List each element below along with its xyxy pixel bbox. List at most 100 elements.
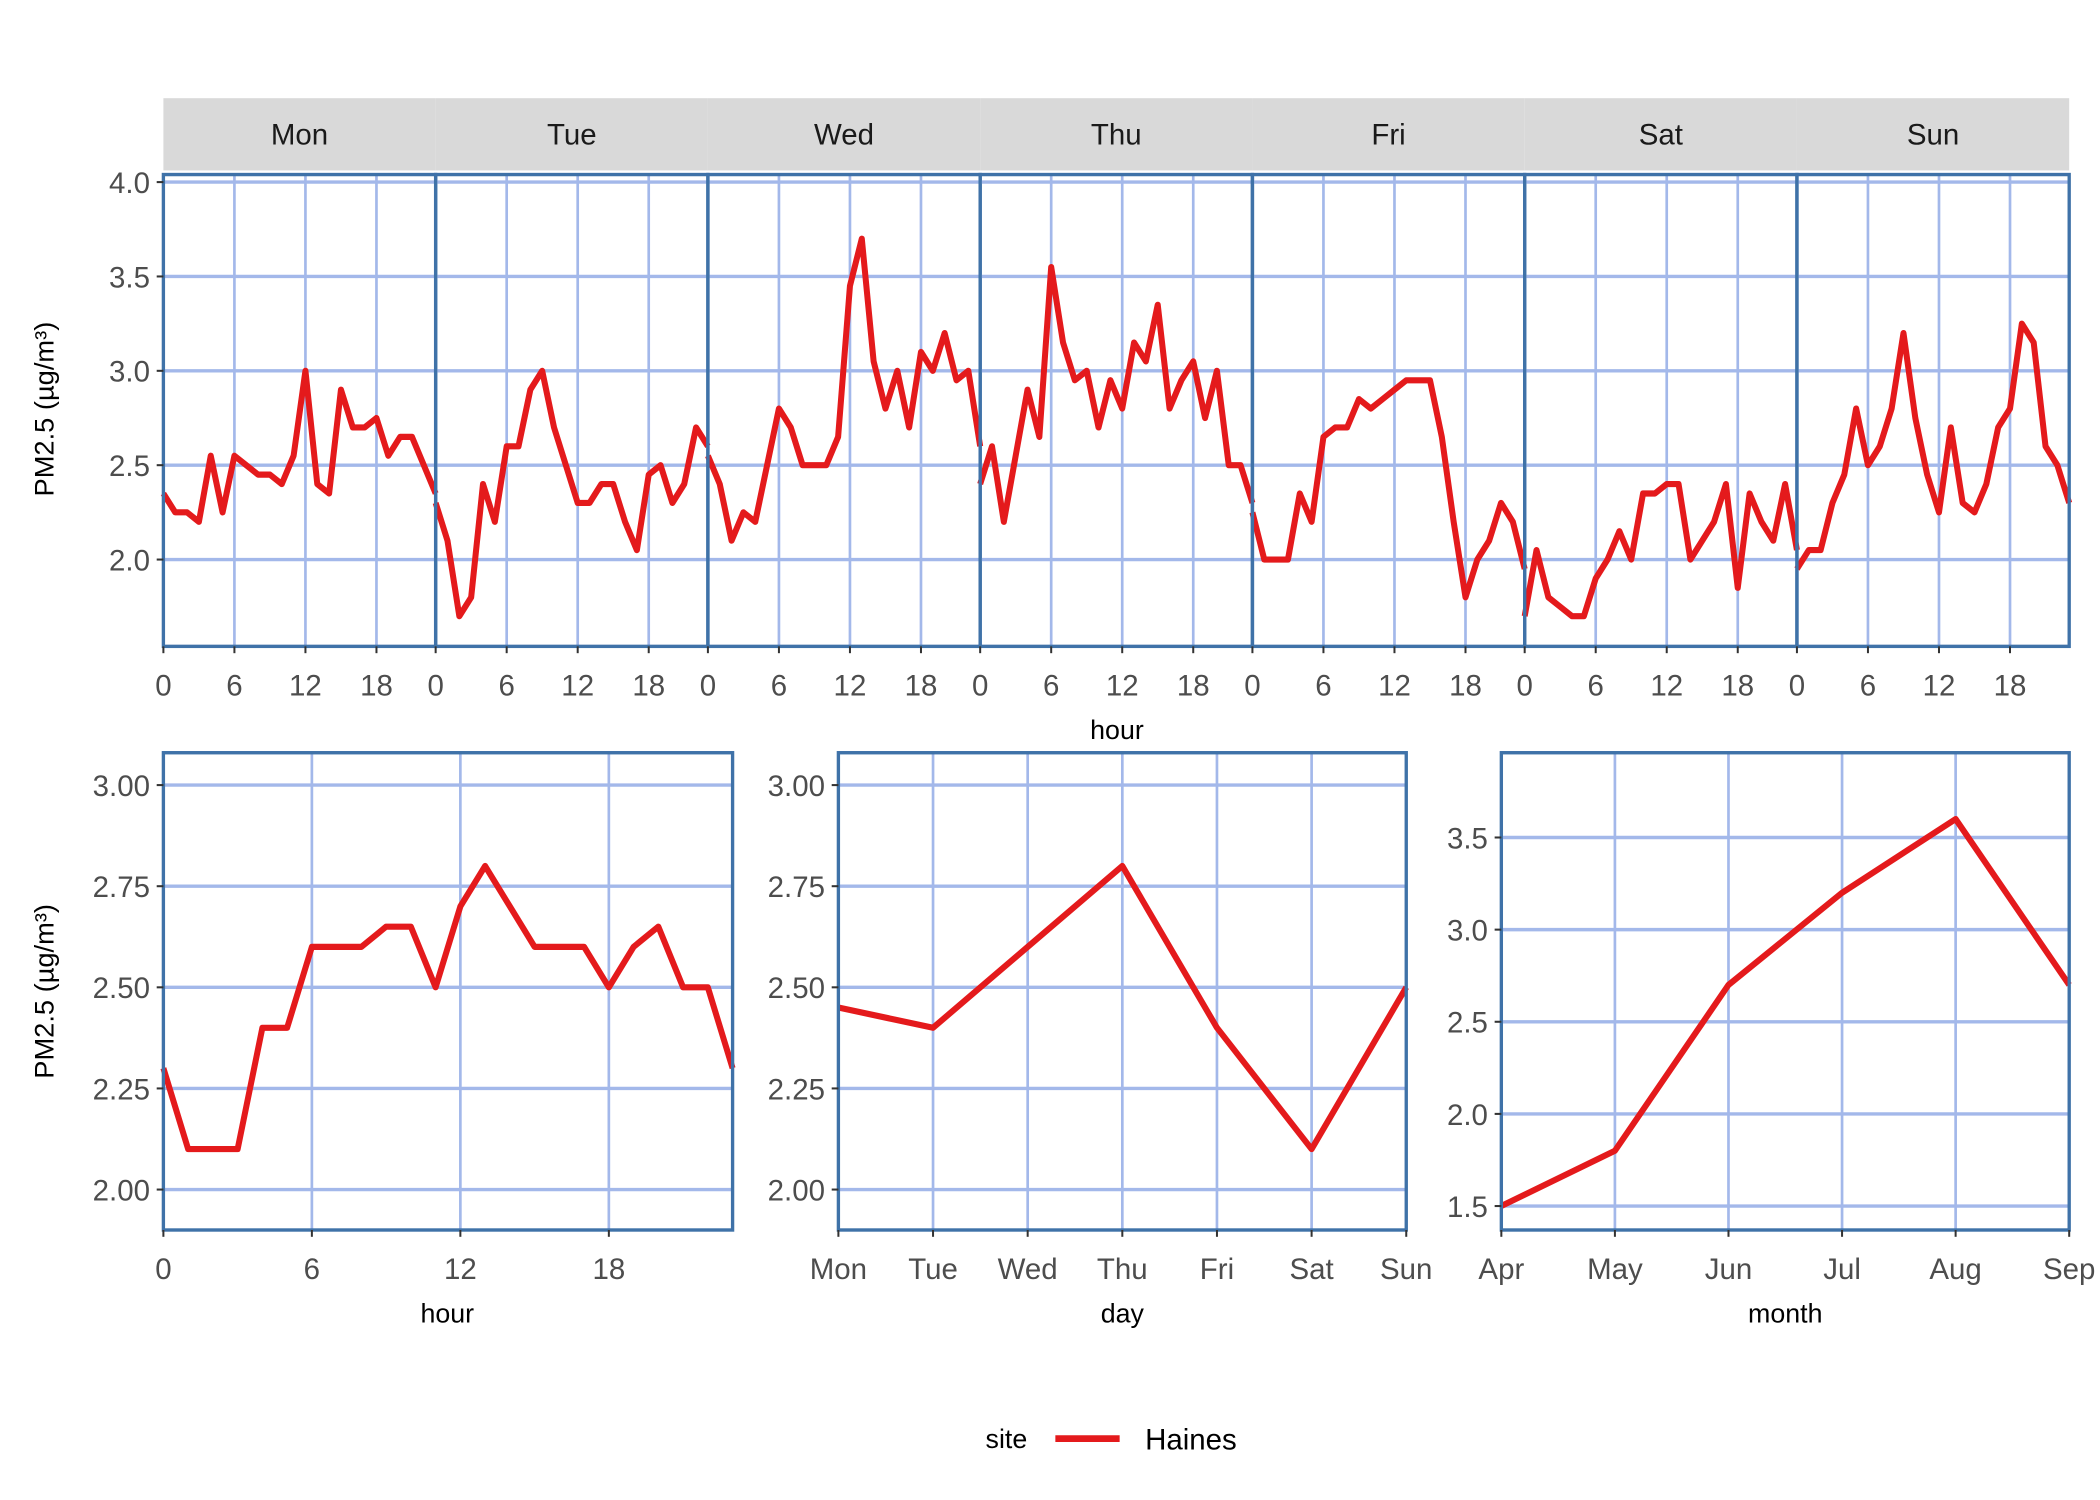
- facet-label-sun: Sun: [1907, 118, 1959, 151]
- panel-border: [706, 172, 982, 649]
- x-tick-label: Apr: [1478, 1253, 1524, 1286]
- panel-border: [161, 751, 735, 1232]
- month-panel: Apr May Jun Jul Aug Sep 1.5 2.0 2.5 3.0 3.5: [1447, 751, 2095, 1286]
- y-tick-label: 3.5: [1447, 822, 1488, 855]
- x-tick-label: 6: [771, 669, 787, 702]
- y-tick-label: 4.0: [109, 167, 150, 200]
- panel-border: [433, 172, 710, 649]
- facet-strip: [163, 98, 436, 171]
- y-tick-label: 2.25: [768, 1073, 825, 1106]
- series-line-haines: [1794, 320, 2073, 571]
- x-tick-label: Tue: [908, 1253, 958, 1286]
- x-tick-label: 6: [1588, 669, 1604, 702]
- y-tick-label: 2.25: [93, 1073, 150, 1106]
- facet-label-mon: Mon: [271, 118, 328, 151]
- x-tick-label: 12: [1106, 669, 1139, 702]
- facet-panel-fri: 0 6 12 18: [1244, 172, 1528, 703]
- x-tick-label: 18: [632, 669, 665, 702]
- x-axis-title: month: [1748, 1299, 1822, 1329]
- x-tick-label: 12: [834, 669, 867, 702]
- panel-border: [1523, 172, 1799, 649]
- x-tick-label: Sep: [2043, 1253, 2095, 1286]
- x-tick-label: 12: [1378, 669, 1411, 702]
- series-line-haines: [1521, 480, 1800, 620]
- x-tick-label: 18: [1177, 669, 1210, 702]
- y-tick-label: 3.00: [768, 770, 825, 803]
- series-line-haines: [1249, 377, 1528, 601]
- x-tick-label: 18: [1994, 669, 2027, 702]
- y-tick-label: 2.00: [93, 1174, 150, 1207]
- facet-panel-sat: 0 6 12 18: [1516, 172, 1800, 703]
- x-tick-label: Thu: [1097, 1253, 1148, 1286]
- x-axis-title: hour: [1090, 715, 1144, 745]
- x-axis-title: hour: [421, 1299, 475, 1329]
- facet-strip: [707, 98, 981, 171]
- y-tick-label: 2.5: [1447, 1006, 1488, 1039]
- panel-border: [1250, 172, 1527, 649]
- x-tick-label: Aug: [1929, 1253, 1981, 1286]
- y-tick-label: 2.50: [93, 972, 150, 1005]
- y-tick-label: 3.5: [109, 261, 150, 294]
- facet-panel-sun: 0 6 12 18: [1789, 172, 2073, 703]
- x-tick-label: 6: [1860, 669, 1876, 702]
- y-tick-label: 2.50: [768, 972, 825, 1005]
- y-tick-label: 2.75: [93, 871, 150, 904]
- series-line-haines: [1500, 815, 2072, 1209]
- facet-panel-thu: 0 6 12 18: [972, 172, 1256, 703]
- x-tick-label: 0: [1244, 669, 1260, 702]
- x-tick-label: 6: [498, 669, 514, 702]
- x-tick-label: 12: [1923, 669, 1956, 702]
- x-tick-label: 12: [444, 1253, 477, 1286]
- y-tick-label: 3.0: [109, 355, 150, 388]
- y-tick-label: 2.5: [109, 450, 150, 483]
- x-tick-label: 0: [1789, 669, 1805, 702]
- x-tick-label: 0: [155, 669, 171, 702]
- series-line-haines: [705, 235, 984, 544]
- x-tick-label: 12: [561, 669, 594, 702]
- y-tick-label: 2.75: [768, 871, 825, 904]
- x-tick-label: 12: [289, 669, 322, 702]
- hour-panel: 0 6 12 18 2.00 2.25 2.50 2.75 3.00: [93, 751, 736, 1286]
- facet-label-wed: Wed: [814, 118, 874, 151]
- legend: site Haines: [986, 1423, 1237, 1456]
- x-tick-label: Fri: [1200, 1253, 1234, 1286]
- x-tick-label: 12: [1650, 669, 1683, 702]
- x-tick-label: Sun: [1380, 1253, 1432, 1286]
- x-tick-label: 18: [360, 669, 393, 702]
- facet-strip: [1524, 98, 1797, 171]
- x-tick-label: 0: [155, 1253, 171, 1286]
- x-tick-label: Mon: [810, 1253, 867, 1286]
- x-tick-label: 6: [226, 669, 242, 702]
- panel-border: [1499, 751, 2071, 1232]
- legend-title: site: [986, 1424, 1028, 1454]
- x-tick-label: 18: [1721, 669, 1754, 702]
- panel-border: [1795, 172, 2071, 649]
- facet-panel-wed: 0 6 12 18: [700, 172, 984, 703]
- facet-panel-tue: 0 6 12 18: [427, 172, 711, 703]
- y-tick-label: 3.00: [93, 770, 150, 803]
- y-tick-label: 2.00: [768, 1174, 825, 1207]
- x-tick-label: Jul: [1823, 1253, 1861, 1286]
- x-tick-label: 0: [427, 669, 443, 702]
- legend-label-haines: Haines: [1145, 1423, 1237, 1456]
- y-axis-title: PM2.5 (µg/m³): [30, 904, 60, 1079]
- x-tick-label: 6: [1043, 669, 1059, 702]
- facet-panel-mon: 0 6 12 18 2.0 2.5 3.0 3.5 4.0: [109, 167, 439, 703]
- facet-strip: [1252, 98, 1525, 171]
- series-line-haines: [160, 862, 736, 1153]
- x-tick-label: 0: [972, 669, 988, 702]
- y-tick-label: 3.0: [1447, 914, 1488, 947]
- facet-label-thu: Thu: [1091, 118, 1142, 151]
- x-tick-label: 18: [592, 1253, 625, 1286]
- x-axis-title: day: [1101, 1299, 1145, 1329]
- x-tick-label: 6: [304, 1253, 320, 1286]
- x-tick-label: 18: [905, 669, 938, 702]
- y-tick-label: 1.5: [1447, 1191, 1488, 1224]
- y-tick-label: 2.0: [1447, 1099, 1488, 1132]
- x-tick-label: 6: [1315, 669, 1331, 702]
- x-tick-label: 0: [1516, 669, 1532, 702]
- day-panel: Mon Tue Wed Thu Fri Sat Sun 2.00 2.25 2.50 2.75 3.0…: [768, 751, 1432, 1286]
- x-tick-label: Sat: [1290, 1253, 1335, 1286]
